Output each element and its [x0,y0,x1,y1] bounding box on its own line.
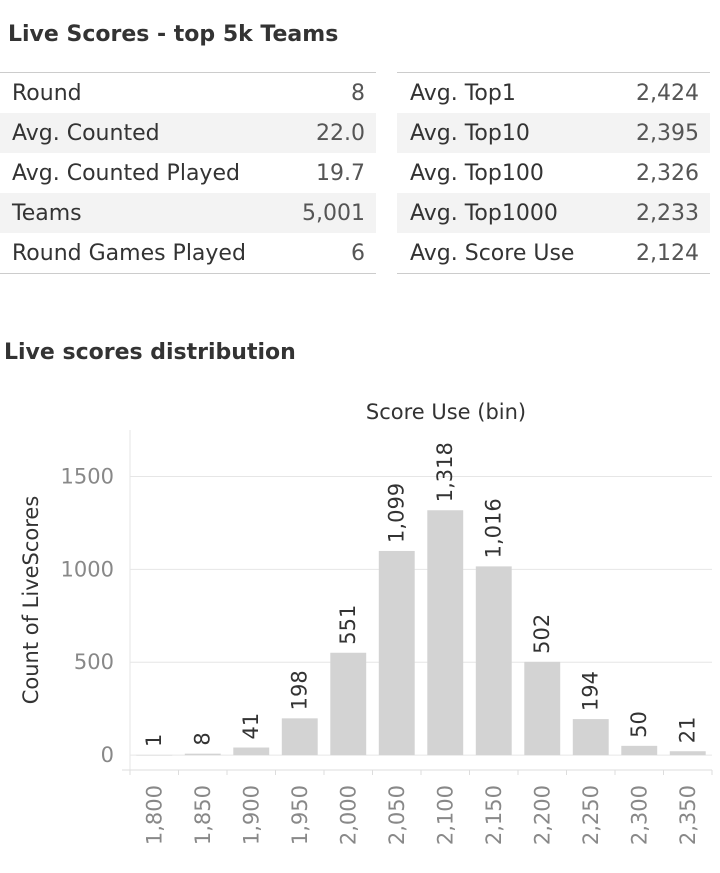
bar [572,719,609,756]
score-distribution-chart: Score Use (bin) Count of LiveScores 0 500 10… [19,400,713,845]
stat-row: Round Games Played 6 [0,233,376,273]
bar [184,753,221,756]
stat-row: Round 8 [0,73,376,113]
y-tick-label: 500 [74,650,114,674]
chart-title: Score Use (bin) [366,400,526,424]
x-tick-label: 1,900 [239,785,263,845]
y-axis-title: Count of LiveScores [19,496,43,705]
x-tick-label: 2,350 [676,785,700,845]
bar [524,661,561,756]
stat-value: 2,326 [636,160,699,186]
bar [427,510,464,756]
stats-table-left: Round 8 Avg. Counted 22.0 Avg. Counted Pla… [0,72,376,274]
stats-table-right: Avg. Top1 2,424 Avg. Top10 2,395 Avg. Top1… [397,72,710,274]
stat-value: 22.0 [316,120,365,146]
stat-row: Teams 5,001 [0,193,376,233]
stat-row: Avg. Top1 2,424 [397,73,710,113]
x-tick-label: 2,150 [482,785,506,845]
bar [621,745,658,756]
x-tick-label: 2,050 [385,785,409,845]
bar-value-label: 1 [142,734,166,747]
y-tick-label: 1500 [61,464,114,488]
bar [330,652,367,756]
x-tick-label: 1,800 [142,785,166,845]
stat-label: Avg. Top1 [410,80,516,106]
stat-label: Avg. Counted Played [12,160,240,186]
stat-row: Avg. Counted Played 19.7 [0,153,376,193]
stat-label: Round Games Played [12,240,246,266]
bar [378,550,415,756]
bar-value-label: 1,318 [433,442,457,502]
x-tick-label: 2,000 [336,785,360,845]
bar-value-label: 41 [239,713,263,740]
bar-value-label: 194 [579,671,603,711]
x-tick-label: 2,300 [627,785,651,845]
bar-value-label: 1,099 [385,483,409,543]
stat-label: Avg. Score Use [410,240,575,266]
bar-value-label: 198 [288,670,312,710]
x-tick-label: 1,850 [191,785,215,845]
stat-value: 2,233 [636,200,699,226]
stat-label: Teams [12,200,82,226]
y-tick-label: 0 [101,743,114,767]
bar-value-label: 1,016 [482,498,506,558]
x-tick-label: 2,100 [433,785,457,845]
stat-label: Avg. Top100 [410,160,544,186]
stat-label: Round [12,80,82,106]
bar-value-label: 50 [627,711,651,738]
bar-value-label: 8 [191,732,215,745]
stat-row: Avg. Score Use 2,124 [397,233,710,273]
dashboard-title: Live Scores - top 5k Teams [8,22,339,47]
x-tick-label: 2,250 [579,785,603,845]
stat-row: Avg. Counted 22.0 [0,113,376,153]
stat-row: Avg. Top1000 2,233 [397,193,710,233]
y-tick-label: 1000 [61,557,114,581]
bar [669,751,706,756]
bar-value-label: 551 [336,605,360,645]
stat-value: 5,001 [302,200,365,226]
bar [475,566,512,756]
stat-value: 8 [351,80,365,106]
stat-value: 2,124 [636,240,699,266]
stat-label: Avg. Top1000 [410,200,558,226]
stat-value: 6 [351,240,365,266]
bar-value-label: 21 [676,717,700,744]
stat-label: Avg. Top10 [410,120,530,146]
bar-value-label: 502 [530,614,554,654]
stat-row: Avg. Top10 2,395 [397,113,710,153]
stat-label: Avg. Counted [12,120,160,146]
stat-value: 2,424 [636,80,699,106]
stat-value: 19.7 [316,160,365,186]
stat-value: 2,395 [636,120,699,146]
x-tick-label: 2,200 [530,785,554,845]
bar [281,718,318,756]
bar [233,747,270,756]
x-tick-label: 1,950 [288,785,312,845]
bar [136,754,173,756]
stat-row: Avg. Top100 2,326 [397,153,710,193]
distribution-title: Live scores distribution [4,340,296,365]
